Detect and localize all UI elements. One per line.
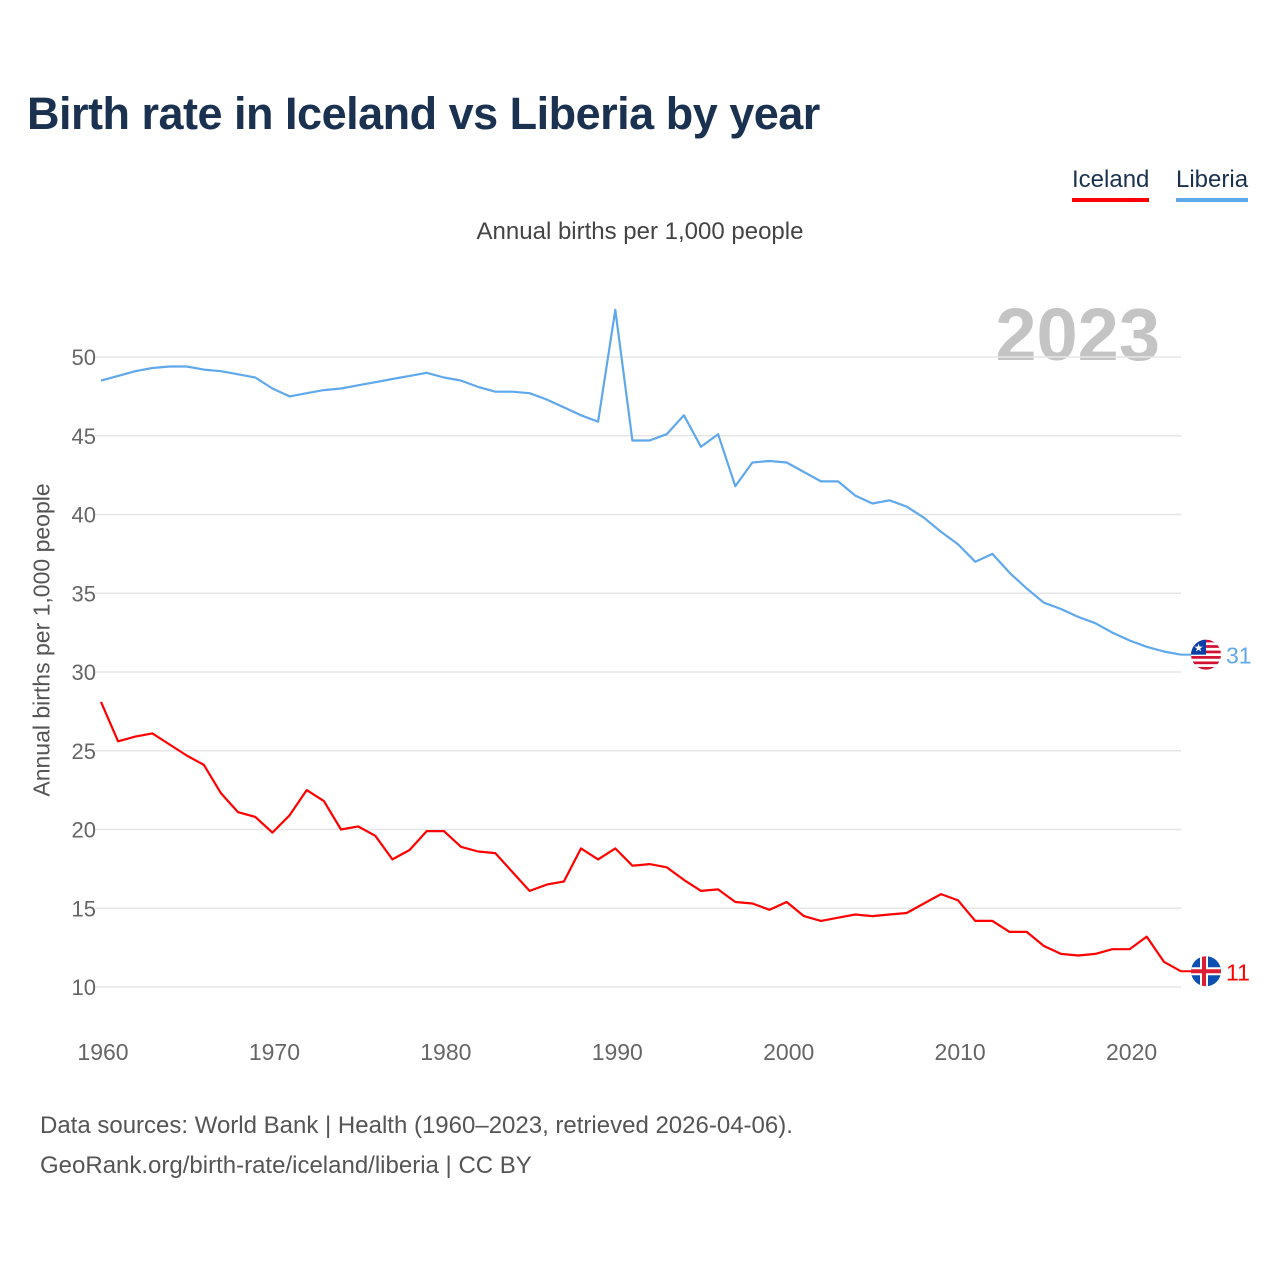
series-line-liberia[interactable] (100, 308, 1182, 656)
x-tick-label: 2020 (1106, 1039, 1157, 1065)
year-badge: 2023 (995, 293, 1160, 376)
x-tick-label: 1980 (420, 1039, 471, 1065)
x-tick-label: 2010 (935, 1039, 986, 1065)
y-tick-label: 35 (72, 581, 96, 606)
iceland-flag-icon (1191, 956, 1221, 987)
y-tick-label: 10 (72, 975, 96, 1000)
y-tick-label: 50 (72, 345, 96, 370)
y-tick-label: 30 (72, 660, 96, 685)
legend-liberia[interactable]: Liberia (1176, 166, 1249, 202)
y-tick-label: 40 (72, 503, 96, 528)
y-tick-label: 45 (72, 424, 96, 449)
chart-title: Birth rate in Iceland vs Liberia by year (27, 88, 820, 139)
x-tick-label: 1970 (249, 1039, 300, 1065)
data-source-text: Data sources: World Bank | Health (1960–… (40, 1112, 793, 1139)
chart-subtitle: Annual births per 1,000 people (476, 218, 804, 245)
footer: Data sources: World Bank | Health (1960–… (40, 1106, 793, 1186)
y-tick-label: 15 (72, 896, 96, 921)
source-link[interactable]: GeoRank.org/birth-rate/iceland/liberia |… (40, 1152, 532, 1179)
series-line-iceland[interactable] (99, 701, 1182, 973)
x-tick-label: 2000 (763, 1039, 814, 1065)
x-tick-label: 1960 (77, 1039, 128, 1065)
svg-text:★: ★ (1194, 643, 1204, 655)
liberia-flag-icon: ★ (1191, 639, 1221, 670)
y-tick-label: 20 (72, 818, 96, 843)
iceland-end-value: 11 (1226, 959, 1250, 985)
liberia-end-value: 31 (1226, 643, 1252, 669)
legend-iceland[interactable]: Iceland (1072, 166, 1150, 202)
y-tick-label: 25 (72, 739, 96, 764)
x-tick-label: 1990 (592, 1039, 643, 1065)
